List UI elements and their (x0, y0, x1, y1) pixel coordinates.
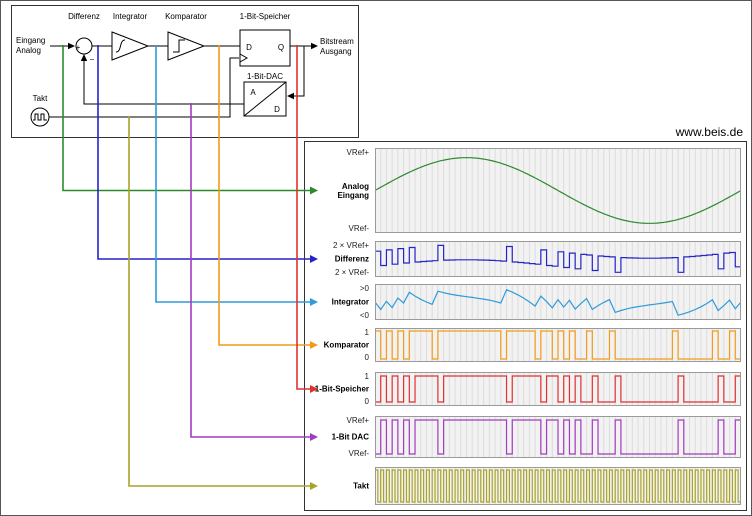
plus-sign: + (76, 43, 81, 52)
waveform-row-speicher: 1 1-Bit-Speicher 0 (1, 372, 751, 406)
analog-name-line: Eingang (337, 190, 369, 200)
differenz-name-line: Differenz (334, 254, 369, 264)
takt-name-line: Takt (353, 481, 369, 491)
output-label-line2: Ausgang (320, 47, 352, 56)
analog-name: Analog Eingang (337, 182, 369, 200)
speicher-plot-border (375, 372, 741, 406)
komparator-waveform-plot (375, 328, 741, 362)
waveform-row-dac: VRef+ 1-Bit DAC VRef- (1, 416, 751, 458)
ff-q-label: Q (278, 43, 284, 52)
komparator-label: Komparator (165, 12, 207, 21)
integrator-label: Integrator (113, 12, 148, 21)
speicher-trace (375, 375, 741, 403)
integrator-trace (375, 289, 741, 316)
clock-wave-icon (33, 113, 47, 121)
differenz-trace (375, 244, 741, 273)
website-url: www.beis.de (675, 125, 743, 139)
integrator-top-label: >0 (359, 284, 369, 293)
differenz-name: Differenz (335, 255, 369, 264)
integrator-bottom-label: <0 (359, 311, 369, 320)
waveform-row-differenz: 2 × VRef+ Differenz 2 × VRef- (1, 241, 751, 277)
komparator-trace (375, 330, 741, 360)
komparator-labels: 1 Komparator 0 (306, 328, 372, 362)
dac-top-label: VRef+ (346, 416, 369, 425)
waveform-row-takt: Takt (1, 467, 751, 505)
speicher-name-line: 1-Bit-Speicher (314, 384, 369, 394)
analog-labels: VRef+ Analog Eingang VRef- (306, 148, 372, 233)
speicher-top-label: 1 (364, 372, 369, 381)
takt-plot-border (375, 467, 741, 505)
dac-label: 1-Bit-DAC (247, 72, 283, 81)
dac-labels: VRef+ 1-Bit DAC VRef- (306, 416, 372, 458)
output-arrow (311, 42, 318, 50)
analog-waveform-plot (375, 148, 741, 233)
komparator-plot-border (375, 328, 741, 362)
clock-source (30, 107, 50, 127)
integrator-name-line: Integrator (331, 297, 369, 307)
takt-label: Takt (33, 94, 48, 103)
feedback-arrow (80, 54, 88, 61)
dac-waveform-plot (375, 416, 741, 458)
waveform-row-analog: VRef+ Analog Eingang VRef- (1, 148, 751, 233)
block-diagram-panel: Eingang Analog Differenz Integrator Komp… (11, 5, 359, 138)
speicher-name: 1-Bit-Speicher (315, 385, 369, 394)
analog-top-label: VRef+ (346, 148, 369, 157)
analog-plot-border (375, 148, 741, 233)
waveform-row-integrator: >0 Integrator <0 (1, 284, 751, 320)
analog-gridlines (380, 148, 736, 233)
analog-name-line: Analog (341, 181, 369, 191)
komparator-name: Komparator (324, 341, 369, 350)
komparator-top-label: 1 (364, 328, 369, 337)
output-label-line1: Bitstream (320, 37, 354, 46)
differenz-plot-border (375, 241, 741, 277)
waveform-row-komparator: 1 Komparator 0 (1, 328, 751, 362)
komparator-name-line: Komparator (323, 340, 369, 350)
takt-labels: Takt (306, 467, 372, 505)
input-label-line1: Eingang (16, 36, 45, 45)
integrator-labels: >0 Integrator <0 (306, 284, 372, 320)
input-arrow (68, 42, 75, 50)
ff-d-label: D (246, 43, 252, 52)
takt-name: Takt (353, 482, 369, 491)
analog-bottom-label: VRef- (348, 224, 369, 233)
minus-sign: − (90, 55, 95, 64)
integrator-name: Integrator (332, 298, 369, 307)
speicher-bottom-label: 0 (364, 397, 369, 406)
komparator-bottom-label: 0 (364, 353, 369, 362)
dac-d-label: D (274, 105, 280, 114)
takt-waveform-plot (375, 467, 741, 505)
speicher-labels: 1 1-Bit-Speicher 0 (306, 372, 372, 406)
block-diagram: Eingang Analog Differenz Integrator Komp… (16, 12, 354, 127)
dac-name: 1-Bit DAC (332, 433, 369, 442)
komparator-block (167, 31, 206, 61)
dac-a-label: A (250, 88, 256, 97)
dac-bottom-label: VRef- (348, 449, 369, 458)
integrator-waveform-plot (375, 284, 741, 320)
differenz-waveform-plot (375, 241, 741, 277)
dac-name-line: 1-Bit DAC (331, 432, 369, 442)
integrator-plot-border (375, 284, 741, 320)
takt-trace (375, 469, 741, 503)
integrator-block (111, 31, 150, 61)
differenz-bottom-label: 2 × VRef- (334, 268, 369, 277)
dac-input-arrow (287, 92, 294, 100)
dac-plot-border (375, 416, 741, 458)
input-label-line2: Analog (16, 46, 41, 55)
dac-block: A D (243, 81, 287, 117)
flipflop-block: D Q (239, 29, 291, 67)
differenz-top-label: 2 × VRef+ (332, 241, 369, 250)
analog-trace (375, 157, 741, 224)
differenz-label: Differenz (68, 12, 100, 21)
speicher-label: 1-Bit-Speicher (240, 12, 291, 21)
dac-trace (375, 419, 741, 455)
speicher-waveform-plot (375, 372, 741, 406)
differenz-labels: 2 × VRef+ Differenz 2 × VRef- (306, 241, 372, 277)
